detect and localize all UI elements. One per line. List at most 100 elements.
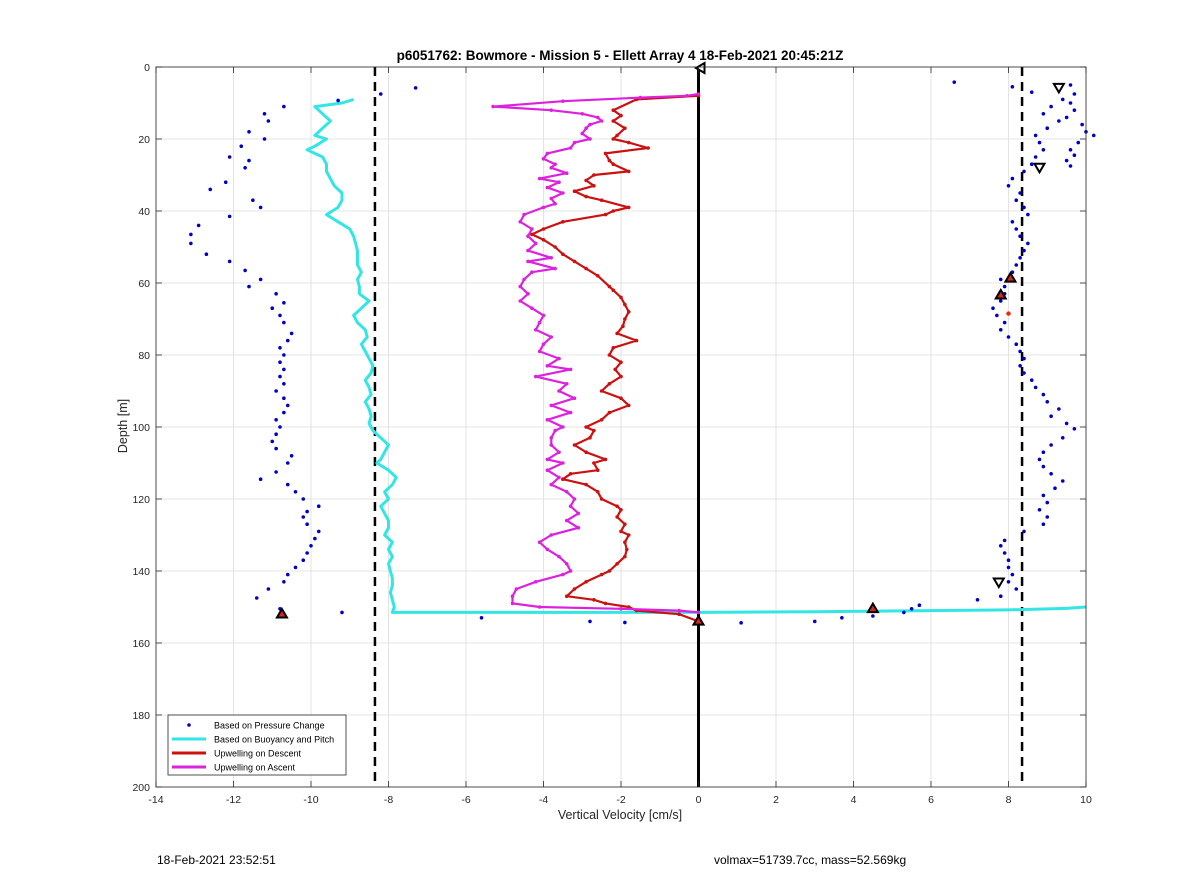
y-tick-label: 80	[138, 350, 150, 362]
descent-point	[626, 205, 631, 210]
descent-point	[592, 428, 596, 433]
ascent-point	[568, 569, 573, 573]
ascent-point	[537, 540, 542, 544]
x-tick-label: -8	[384, 794, 393, 806]
pressure-point	[1002, 538, 1007, 543]
pressure-point	[812, 619, 817, 624]
ascent-point	[557, 450, 561, 455]
pressure-point	[998, 299, 1003, 303]
climb-marker-up	[275, 607, 289, 619]
ascent-point	[564, 562, 569, 566]
pressure-point	[243, 268, 247, 273]
descent-point	[595, 468, 600, 473]
pressure-point	[991, 306, 995, 311]
pressure-point	[1064, 158, 1069, 163]
ascent-point	[564, 382, 569, 386]
ascent-point	[530, 227, 534, 231]
footer-mass-info: volmax=51739.7cc, mass=52.569kg	[714, 853, 907, 867]
descent-point	[603, 601, 608, 606]
ascent-point	[696, 610, 701, 615]
pressure-point	[247, 158, 251, 163]
descent-point	[588, 436, 592, 440]
ascent-point	[568, 504, 573, 509]
pressure-point	[909, 607, 914, 611]
descent-point	[623, 302, 627, 307]
descent-point	[599, 198, 604, 202]
pressure-point	[1068, 148, 1073, 152]
pressure-point	[1076, 140, 1081, 145]
x-tick-label: 2	[773, 794, 779, 806]
descent-point	[619, 360, 623, 365]
ascent-point	[537, 349, 542, 354]
y-tick-label: 0	[144, 62, 150, 74]
ascent-point	[545, 547, 550, 552]
pressure-point	[1006, 580, 1011, 584]
pressure-point	[189, 241, 193, 246]
pressure-point	[917, 603, 922, 607]
ascent-point	[568, 146, 573, 150]
ascent-point	[537, 605, 542, 609]
y-tick-label: 100	[132, 422, 150, 434]
descent-point	[623, 522, 627, 526]
pressure-point	[998, 544, 1003, 548]
descent-point	[607, 353, 612, 357]
legend: Based on Pressure Change Based on Buoyanc…	[167, 714, 347, 776]
ascent-point	[541, 313, 546, 318]
ascent-point	[510, 594, 515, 598]
ascent-point	[553, 202, 557, 206]
y-tick-label: 160	[132, 638, 150, 650]
ascent-point	[522, 277, 526, 282]
ascent-point	[514, 587, 519, 591]
pressure-point	[316, 529, 321, 534]
pressure-point	[479, 616, 484, 620]
pressure-point	[840, 616, 844, 620]
descent-point	[619, 529, 623, 534]
ascent-point	[545, 418, 550, 422]
pressure-point	[1068, 101, 1073, 105]
pressure-point	[285, 482, 290, 487]
pressure-point	[1037, 140, 1042, 145]
descent-point	[615, 504, 619, 509]
descent-point	[611, 162, 616, 166]
pressure-point	[1018, 349, 1022, 354]
ascent-point	[541, 205, 546, 210]
descent-point	[603, 212, 608, 217]
ascent-point	[518, 299, 523, 303]
pressure-point	[1041, 493, 1046, 498]
pressure-point	[1022, 205, 1026, 210]
ascent-point	[526, 234, 530, 238]
descent-point	[572, 587, 577, 591]
descent-point	[599, 572, 604, 577]
ascent-point	[557, 180, 561, 184]
ascent-point	[580, 112, 585, 116]
ascent-point	[599, 119, 604, 123]
x-tick-label: 0	[696, 794, 702, 806]
pressure-point	[204, 252, 209, 256]
pressure-point	[1041, 522, 1046, 526]
ascent-point	[545, 364, 550, 368]
pressure-point	[243, 166, 247, 170]
climb-marker-up	[1003, 271, 1018, 283]
buoyancy-series-line	[305, 97, 1087, 614]
pressure-point	[1072, 427, 1077, 431]
ascent-point	[568, 367, 573, 372]
pressure-point	[1060, 479, 1065, 483]
pressure-point	[871, 614, 875, 618]
pressure-point	[278, 346, 282, 350]
ascent-point	[518, 284, 523, 289]
descent-point	[626, 140, 631, 145]
pressure-point	[1041, 148, 1046, 152]
descent-point	[611, 346, 616, 350]
ascent-point	[557, 389, 561, 393]
x-tick-label: 8	[1006, 794, 1012, 806]
pressure-point	[285, 461, 290, 465]
descent-point	[611, 209, 616, 213]
ascent-point	[557, 554, 561, 559]
pressure-point	[258, 477, 263, 482]
pressure-point	[285, 403, 290, 408]
pressure-point	[1022, 356, 1026, 361]
descent-point	[568, 472, 573, 476]
pressure-point	[270, 306, 275, 311]
pressure-point	[282, 320, 286, 325]
